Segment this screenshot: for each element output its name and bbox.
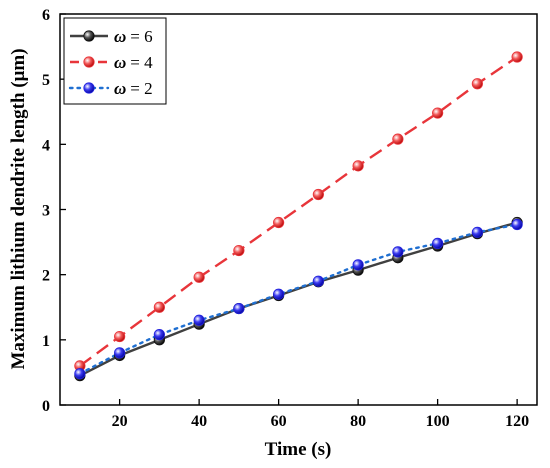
legend-label: ω = 2 [114, 79, 153, 98]
y-tick-label: 1 [42, 333, 50, 350]
data-point [233, 302, 245, 315]
legend-value: = 6 [130, 27, 152, 46]
series-line [79, 56, 518, 367]
legend-value: = 4 [130, 53, 153, 72]
data-point [392, 133, 404, 145]
series-layer [74, 51, 523, 382]
data-point [471, 78, 483, 90]
y-tick-label: 3 [42, 203, 50, 220]
data-point [352, 259, 364, 271]
data-point [233, 244, 245, 257]
data-point [193, 314, 205, 326]
data-point [432, 237, 444, 249]
data-point [471, 226, 483, 238]
y-axis-title: Maximum lithium dendrite length (μm) [8, 48, 29, 369]
data-point [352, 160, 364, 172]
legend-box [63, 17, 167, 105]
legend: ω = 6ω = 4ω = 2 [63, 17, 167, 105]
y-tick-label: 6 [42, 7, 50, 24]
legend-marker [83, 82, 95, 94]
legend-symbol: ω [114, 79, 126, 98]
data-point [312, 188, 324, 201]
x-axis-title: Time (s) [265, 439, 332, 460]
data-point [114, 330, 126, 343]
data-point [153, 329, 165, 341]
data-point [114, 347, 126, 359]
legend-marker [83, 56, 95, 68]
x-tick-label: 20 [112, 413, 128, 430]
data-point [153, 301, 165, 313]
y-axis: 0 1 2 3 4 5 6 [42, 7, 66, 415]
x-tick-label: 60 [271, 413, 287, 430]
data-point [511, 51, 523, 63]
legend-symbol: ω [114, 27, 126, 46]
y-tick-label: 2 [42, 268, 50, 285]
x-tick-label: 100 [426, 413, 450, 430]
x-tick-label: 40 [191, 413, 207, 430]
legend-label: ω = 4 [114, 53, 153, 72]
data-point [432, 107, 444, 119]
data-point [273, 216, 285, 229]
data-point [74, 368, 86, 380]
legend-marker [83, 30, 95, 42]
legend-symbol: ω [114, 53, 126, 72]
series-line [78, 223, 519, 375]
x-tick-label: 80 [350, 413, 366, 430]
series-line [79, 221, 518, 377]
y-tick-label: 5 [42, 72, 50, 89]
data-point [193, 271, 205, 283]
legend-value: = 2 [130, 79, 152, 98]
data-point [392, 246, 404, 258]
x-tick-label: 120 [505, 413, 529, 430]
data-point [273, 288, 285, 300]
data-point [312, 275, 324, 287]
legend-label: ω = 6 [114, 27, 153, 46]
y-tick-label: 4 [42, 137, 50, 154]
data-point [511, 218, 523, 231]
x-axis: 20 40 60 80 100 120 [112, 399, 529, 430]
y-tick-label: 0 [42, 398, 50, 415]
